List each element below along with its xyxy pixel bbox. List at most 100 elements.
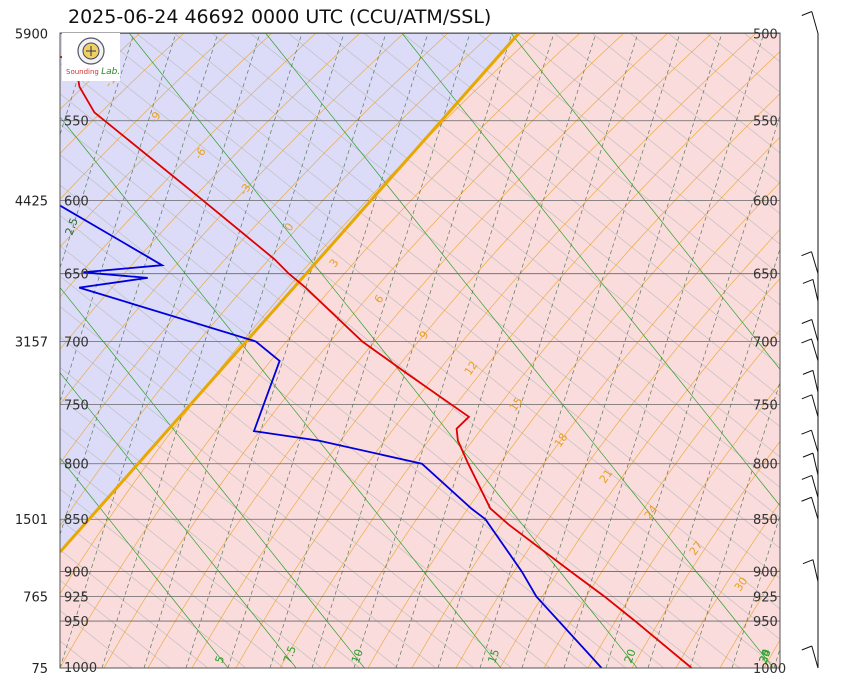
- dry-adiabat-line: [147, 33, 669, 668]
- isotherm-label: 7.5: [281, 644, 299, 665]
- height-label: 3157: [15, 336, 48, 351]
- dry-adiabat-line: [719, 567, 780, 668]
- mixing-ratio-line: [563, 33, 765, 668]
- mixing-ratio-line: [647, 247, 780, 668]
- wind-barb: [801, 251, 819, 274]
- pressure-label-right: 500: [753, 28, 778, 43]
- isotherm-label: 15: [485, 647, 502, 665]
- mixing-ratio-line: [60, 33, 219, 536]
- wind-barb-flag: [801, 645, 812, 651]
- mixing-ratio-line: [395, 33, 597, 668]
- wind-barb-staff: [812, 279, 819, 302]
- isotherm-label: 25: [757, 647, 774, 665]
- guide-line: [60, 154, 702, 668]
- wind-barb-flag: [802, 278, 814, 284]
- mixing-ratio-line: [605, 114, 780, 668]
- wind-barb-staff: [811, 430, 819, 453]
- mixing-ratio-line: [227, 33, 429, 668]
- wind-barb-staff: [812, 370, 819, 393]
- wind-barb-flag: [801, 319, 812, 324]
- height-label: 75: [31, 662, 48, 677]
- wind-barb: [801, 645, 819, 669]
- dry-adiabat-line: [279, 51, 780, 668]
- mixing-ratio-line: [60, 33, 261, 668]
- pressure-label-right: 900: [753, 566, 778, 581]
- pressure-label-right: 950: [753, 615, 778, 630]
- mixing-ratio-line: [269, 33, 471, 668]
- chart-title: 2025-06-24 46692 0000 UTC (CCU/ATM/SSL): [68, 6, 492, 28]
- pressure-label-right: 600: [753, 194, 778, 209]
- guide-line: [60, 93, 778, 668]
- logo-emblem-icon: [77, 37, 105, 65]
- pressure-label-left: 900: [64, 566, 89, 581]
- wind-barb-flag: [801, 394, 812, 400]
- guide-line: [173, 33, 780, 519]
- guide-line: [60, 427, 360, 668]
- guide-line: [97, 33, 780, 579]
- wind-barb: [801, 496, 819, 520]
- lab-logo: Sounding Lab.: [62, 33, 120, 81]
- dry-adiabat-line: [808, 33, 850, 668]
- wind-barb: [802, 369, 819, 393]
- wind-barb-staff: [811, 394, 819, 417]
- dry-adiabat-line: [455, 228, 780, 668]
- wind-barb-staff: [811, 319, 819, 342]
- height-label: 5900: [15, 28, 48, 43]
- mixing-ratio-line: [143, 33, 345, 668]
- guide-line: [591, 33, 780, 184]
- dry-adiabat-line: [60, 33, 185, 155]
- dry-adiabat-line: [191, 33, 713, 668]
- wind-barb-flag: [802, 559, 814, 565]
- pressure-label-right: 650: [753, 268, 778, 283]
- guide-line: [363, 33, 780, 367]
- mixing-ratio-line: [185, 33, 387, 668]
- dry-adiabat-line: [631, 440, 780, 668]
- wind-barb-flag: [801, 338, 812, 344]
- pressure-label-left: 550: [64, 115, 89, 130]
- mixing-ratio-line: [0, 33, 8, 668]
- dry-adiabat-line: [60, 33, 449, 464]
- guide-line: [60, 33, 780, 610]
- mixing-ratio-line: [437, 33, 639, 668]
- pressure-label-left: 850: [64, 513, 89, 528]
- wind-barb: [801, 429, 819, 453]
- pressure-label-right: 800: [753, 458, 778, 473]
- wind-barb-staff: [811, 338, 819, 362]
- wind-barb: [801, 338, 819, 362]
- guide-line: [553, 33, 780, 215]
- guide-line: [60, 123, 740, 668]
- mixing-ratio-line: [60, 33, 135, 270]
- mixing-ratio-line: [101, 33, 303, 668]
- wind-barb: [801, 394, 819, 417]
- guide-line: [60, 275, 550, 668]
- dry-adiabat-line: [60, 33, 317, 298]
- guide-line: [325, 33, 780, 397]
- guide-line: [439, 33, 780, 306]
- pressure-label-left: 750: [64, 399, 89, 414]
- height-label: 765: [23, 591, 48, 606]
- isotherm-label: 5: [213, 654, 228, 665]
- mixing-ratio-line: [311, 33, 513, 668]
- wind-barb-staff: [812, 559, 819, 582]
- wind-barb-flag: [801, 11, 812, 16]
- mixing-ratio-line: [60, 33, 177, 403]
- wind-barb: [801, 11, 819, 34]
- guide-line: [60, 519, 246, 668]
- guide-line: [60, 336, 474, 668]
- wind-barb: [802, 278, 819, 302]
- dry-adiabat-line: [60, 33, 229, 200]
- boundary-line: [60, 33, 521, 553]
- guide-line: [60, 458, 322, 668]
- pressure-label-left: 700: [64, 336, 89, 351]
- dry-adiabat-line: [103, 33, 625, 668]
- dry-adiabat-line: [60, 33, 493, 527]
- wind-barb-staff: [812, 452, 819, 476]
- pressure-label-left: 925: [64, 591, 89, 606]
- mixing-ratio-label: 2.5: [63, 216, 81, 237]
- pressure-label-left: 600: [64, 194, 89, 209]
- dry-adiabat-line: [60, 33, 581, 668]
- wind-barb-flag: [801, 474, 812, 480]
- isotherm-label: 30: [757, 647, 774, 665]
- guide-line: [477, 33, 780, 275]
